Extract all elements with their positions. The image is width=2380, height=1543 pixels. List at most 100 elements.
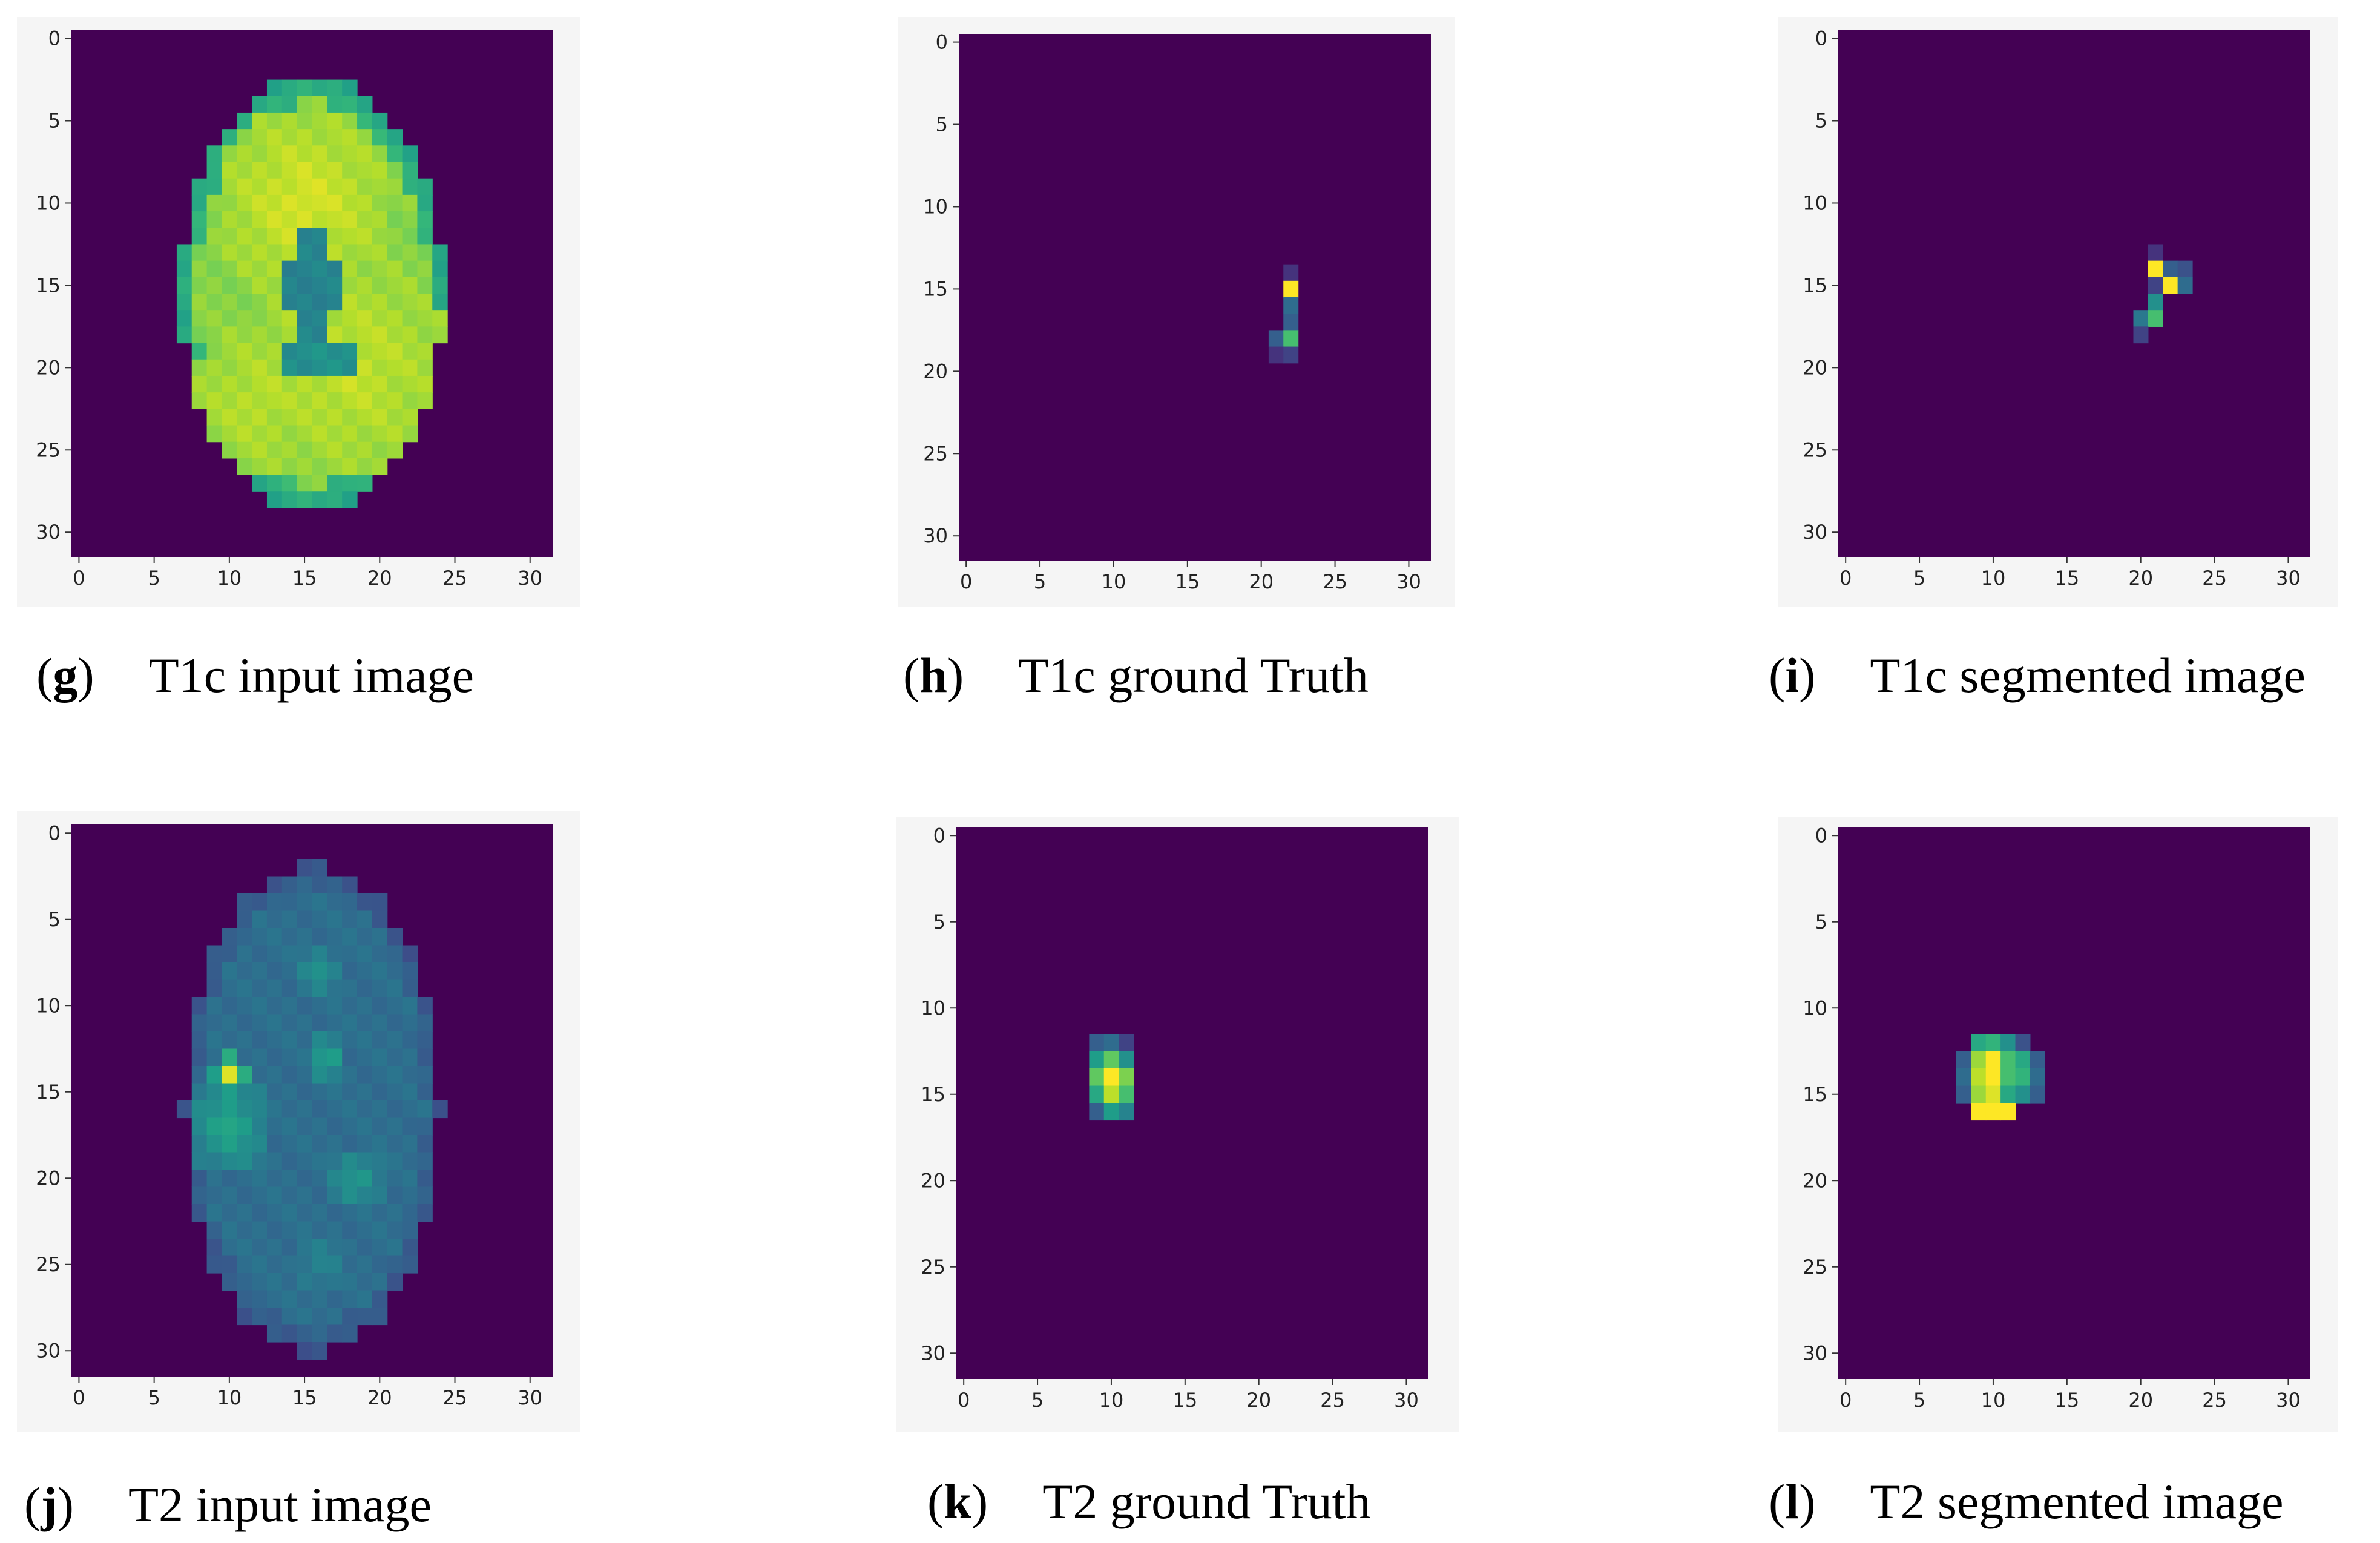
heatmap-cell xyxy=(2000,1103,2016,1121)
x-tick-label: 10 xyxy=(217,1386,242,1409)
heatmap-cell xyxy=(402,326,418,344)
caption-i: (i) T1c segmented image xyxy=(1769,648,2306,703)
heatmap-cell xyxy=(342,1255,358,1274)
heatmap-cell xyxy=(372,1273,388,1291)
heatmap-cell xyxy=(281,1290,298,1308)
heatmap-cell xyxy=(266,945,283,963)
heatmap-cell xyxy=(387,129,403,146)
heatmap-cell xyxy=(372,409,388,426)
heatmap-cell xyxy=(312,79,327,97)
y-tick-label: 5 xyxy=(936,113,948,136)
heatmap-cell xyxy=(281,979,298,998)
heatmap-cell xyxy=(297,211,313,228)
heatmap-cell xyxy=(357,260,373,278)
caption-l: (l) T2 segmented image xyxy=(1769,1474,2284,1529)
heatmap-cell xyxy=(297,228,313,245)
heatmap-cell xyxy=(2030,1068,2045,1087)
heatmap-cell xyxy=(357,178,373,196)
heatmap-cell xyxy=(252,375,268,393)
heatmap-cell xyxy=(206,145,223,163)
y-tick-label: 20 xyxy=(921,1169,945,1192)
heatmap-cell xyxy=(327,1014,343,1032)
heatmap-cell xyxy=(372,1290,388,1308)
heatmap-cell xyxy=(281,392,298,409)
x-tick-label: 0 xyxy=(73,1386,85,1409)
heatmap-cell xyxy=(281,145,298,163)
heatmap-cell xyxy=(297,1255,313,1274)
heatmap-cell xyxy=(327,145,343,163)
heatmap-cell xyxy=(327,1031,343,1050)
heatmap-cell xyxy=(342,129,358,146)
heatmap-cell xyxy=(342,228,358,245)
y-tick-label: 25 xyxy=(921,1255,945,1278)
heatmap-cell xyxy=(342,409,358,426)
heatmap-cell xyxy=(1089,1051,1105,1069)
heatmap-cell xyxy=(252,997,268,1015)
heatmap-cell xyxy=(342,475,358,492)
heatmap-cell xyxy=(417,1152,433,1170)
heatmap-cell xyxy=(387,1135,403,1153)
heatmap-cell xyxy=(222,194,237,212)
heatmap-cell xyxy=(327,1221,343,1239)
heatmap-cell xyxy=(206,1083,223,1101)
x-tick-label: 10 xyxy=(1099,1389,1124,1412)
heatmap-cell xyxy=(327,1066,343,1084)
heatmap-cell xyxy=(2030,1051,2045,1069)
heatmap-cell xyxy=(417,1135,433,1153)
heatmap-cell xyxy=(237,1221,252,1239)
heatmap-cell xyxy=(191,1048,208,1067)
heatmap-cell xyxy=(312,343,327,360)
heatmap-cell xyxy=(237,1100,252,1119)
heatmap-cell xyxy=(387,425,403,443)
heatmap-cell xyxy=(372,1152,388,1170)
heatmap-cell xyxy=(237,893,252,912)
heatmap-cell xyxy=(357,979,373,998)
heatmap-cell xyxy=(417,1083,433,1101)
heatmap-cell xyxy=(432,260,448,278)
heatmap-cell xyxy=(252,945,268,963)
x-tick-label: 20 xyxy=(2128,567,2153,590)
heatmap-cell xyxy=(357,928,373,946)
heatmap-cell xyxy=(372,1221,388,1239)
heatmap-cell xyxy=(342,1083,358,1101)
heatmap-cell xyxy=(206,277,223,294)
y-tick-label: 5 xyxy=(1815,910,1827,933)
heatmap-cell xyxy=(312,1342,327,1360)
heatmap-cell xyxy=(176,260,192,278)
panel-k-heatmap: 0 5 10 15 20 25 30 0 5 10 15 20 25 30 xyxy=(921,824,1428,1412)
heatmap-cell xyxy=(281,1152,298,1170)
heatmap-cell xyxy=(357,945,373,963)
heatmap-cell xyxy=(402,228,418,245)
y-tick-label: 25 xyxy=(923,442,948,465)
heatmap-cell xyxy=(357,475,373,492)
heatmap-cell xyxy=(297,1066,313,1084)
heatmap-cell xyxy=(372,145,388,163)
heatmap-cell xyxy=(222,359,237,377)
heatmap-cell xyxy=(297,441,313,459)
heatmap-cell xyxy=(327,112,343,130)
heatmap-cell xyxy=(1956,1068,1971,1087)
heatmap-cell xyxy=(266,1083,283,1101)
heatmap-cell xyxy=(206,1204,223,1222)
heatmap-cell xyxy=(1956,1051,1971,1069)
heatmap-cell xyxy=(252,162,268,179)
heatmap-cell xyxy=(402,1083,418,1101)
heatmap-cell xyxy=(327,1308,343,1326)
heatmap-cell xyxy=(191,1100,208,1119)
heatmap-cell xyxy=(252,392,268,409)
heatmap-cell xyxy=(297,1100,313,1119)
heatmap-cell xyxy=(252,928,268,946)
heatmap-cell xyxy=(402,1204,418,1222)
heatmap-cell xyxy=(191,260,208,278)
heatmap-cell xyxy=(312,326,327,344)
heatmap-cell xyxy=(281,1066,298,1084)
heatmap-cell xyxy=(357,1273,373,1291)
heatmap-cell xyxy=(281,294,298,311)
heatmap-cell xyxy=(191,211,208,228)
heatmap-cell xyxy=(206,294,223,311)
heatmap-cell xyxy=(357,409,373,426)
heatmap-cell xyxy=(206,178,223,196)
heatmap-cell xyxy=(1283,330,1299,347)
heatmap-cell xyxy=(237,343,252,360)
heatmap-cell xyxy=(252,1308,268,1326)
